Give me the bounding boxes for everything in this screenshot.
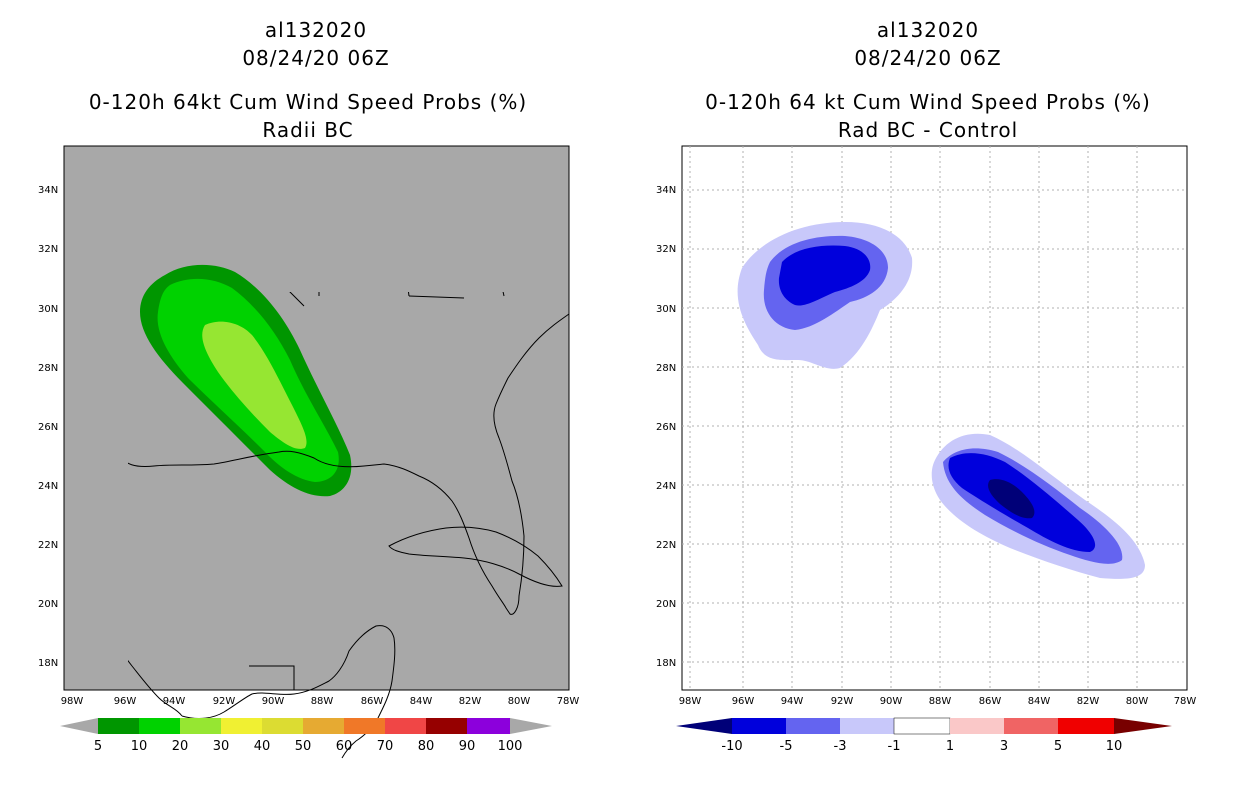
right-lat-20n: 20N xyxy=(656,599,676,610)
left-title-storm: al132020 xyxy=(264,18,368,42)
right-lon-84w: 84W xyxy=(1028,696,1051,707)
left-lon-80w: 80W xyxy=(508,696,531,707)
left-lon-labels: 98W 96W 94W 92W 90W 88W 86W 84W 82W 80W … xyxy=(61,696,580,707)
left-lat-28n: 28N xyxy=(38,363,58,374)
right-title-subtitle: Rad BC - Control xyxy=(837,118,1019,142)
left-cb-label-90: 90 xyxy=(459,739,476,754)
left-cb-label-80: 80 xyxy=(418,739,435,754)
left-title-subtitle: Radii BC xyxy=(262,118,354,142)
left-cb-label-5: 5 xyxy=(94,739,102,754)
left-title-date: 08/24/20 06Z xyxy=(242,46,390,70)
left-lon-88w: 88W xyxy=(311,696,334,707)
left-map-panel xyxy=(63,145,570,759)
right-cb-label-m5: -5 xyxy=(780,739,793,754)
right-difference-fields xyxy=(737,222,1145,579)
right-lat-34n: 34N xyxy=(656,185,676,196)
left-colorbar: 5 10 20 30 40 50 60 70 80 90 100 xyxy=(60,718,552,754)
right-lon-92w: 92W xyxy=(831,696,854,707)
left-lat-22n: 22N xyxy=(38,540,58,551)
right-lon-86w: 86W xyxy=(979,696,1002,707)
left-cb-label-100: 100 xyxy=(498,739,523,754)
left-cb-label-20: 20 xyxy=(172,739,189,754)
left-lat-26n: 26N xyxy=(38,422,58,433)
right-map-panel xyxy=(681,145,1188,691)
left-lat-34n: 34N xyxy=(38,185,58,196)
left-cb-label-60: 60 xyxy=(336,739,353,754)
right-lat-18n: 18N xyxy=(656,658,676,669)
right-cb-label-m10: -10 xyxy=(721,739,742,754)
left-lon-96w: 96W xyxy=(114,696,137,707)
right-lat-labels: 34N 32N 30N 28N 26N 24N 22N 20N 18N xyxy=(656,185,676,669)
right-cb-label-3: 3 xyxy=(1000,739,1008,754)
right-cb-label-m1: -1 xyxy=(888,739,901,754)
right-lon-82w: 82W xyxy=(1077,696,1100,707)
left-lon-78w: 78W xyxy=(557,696,580,707)
left-cb-label-10: 10 xyxy=(131,739,148,754)
right-lon-78w: 78W xyxy=(1174,696,1197,707)
left-lon-90w: 90W xyxy=(262,696,285,707)
left-probability-swath xyxy=(140,264,352,497)
left-lat-30n: 30N xyxy=(38,304,58,315)
right-lat-22n: 22N xyxy=(656,540,676,551)
left-title-product: 0-120h 64kt Cum Wind Speed Probs (%) xyxy=(88,90,528,114)
right-lon-88w: 88W xyxy=(929,696,952,707)
left-lon-92w: 92W xyxy=(213,696,236,707)
right-lon-labels: 98W 96W 94W 92W 90W 88W 86W 84W 82W 80W … xyxy=(679,696,1197,707)
right-lat-26n: 26N xyxy=(656,422,676,433)
right-lat-24n: 24N xyxy=(656,481,676,492)
left-lon-94w: 94W xyxy=(163,696,186,707)
right-lon-80w: 80W xyxy=(1126,696,1149,707)
left-lat-20n: 20N xyxy=(38,599,58,610)
right-lon-94w: 94W xyxy=(781,696,804,707)
right-lat-32n: 32N xyxy=(656,244,676,255)
right-lat-30n: 30N xyxy=(656,304,676,315)
right-lon-90w: 90W xyxy=(880,696,903,707)
right-title-product: 0-120h 64 kt Cum Wind Speed Probs (%) xyxy=(705,90,1151,114)
left-lat-32n: 32N xyxy=(38,244,58,255)
right-lat-28n: 28N xyxy=(656,363,676,374)
left-lon-82w: 82W xyxy=(459,696,482,707)
left-lon-86w: 86W xyxy=(361,696,384,707)
left-cb-label-30: 30 xyxy=(213,739,230,754)
right-title-storm: al132020 xyxy=(876,18,980,42)
right-colorbar: -10 -5 -3 -1 1 3 5 10 xyxy=(676,717,1172,754)
left-cb-label-50: 50 xyxy=(295,739,312,754)
left-lat-labels: 34N 32N 30N 28N 26N 24N 22N 20N 18N xyxy=(38,185,58,669)
right-lon-96w: 96W xyxy=(732,696,755,707)
left-cb-label-70: 70 xyxy=(377,739,394,754)
left-cb-label-40: 40 xyxy=(254,739,271,754)
right-lon-98w: 98W xyxy=(679,696,702,707)
right-cb-label-5: 5 xyxy=(1054,739,1062,754)
right-title-date: 08/24/20 06Z xyxy=(854,46,1002,70)
left-lon-98w: 98W xyxy=(61,696,84,707)
right-cb-label-1: 1 xyxy=(946,739,954,754)
left-lat-18n: 18N xyxy=(38,658,58,669)
right-cb-label-m3: -3 xyxy=(834,739,847,754)
left-lon-84w: 84W xyxy=(410,696,433,707)
left-lat-24n: 24N xyxy=(38,481,58,492)
right-cb-label-10: 10 xyxy=(1106,739,1123,754)
